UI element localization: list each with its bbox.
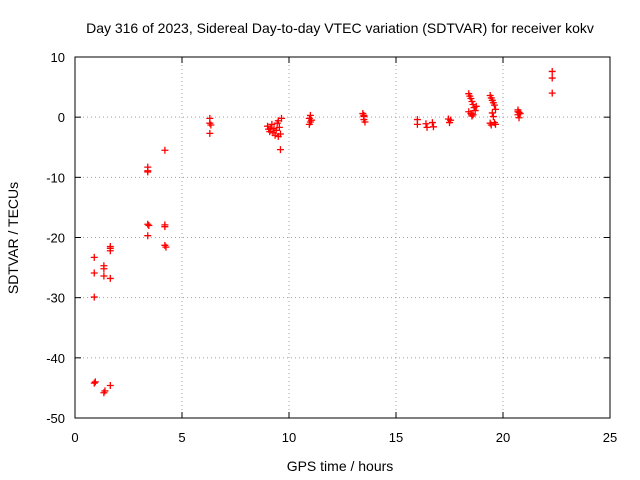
y-tick-label: 0 xyxy=(58,110,65,125)
data-point xyxy=(100,265,108,273)
y-axis-title: SDTVAR / TECUs xyxy=(5,182,21,294)
data-point xyxy=(90,269,98,277)
data-point xyxy=(106,274,114,282)
y-tick-label: -50 xyxy=(46,411,65,426)
data-point xyxy=(274,132,282,140)
data-point xyxy=(91,378,99,386)
data-point xyxy=(206,129,214,137)
data-point xyxy=(278,114,286,122)
x-tick-label: 25 xyxy=(603,430,617,445)
y-tick-label: -20 xyxy=(46,231,65,246)
data-point xyxy=(428,119,436,127)
data-point xyxy=(106,244,114,252)
x-tick-label: 0 xyxy=(71,430,78,445)
data-point xyxy=(492,120,500,128)
data-point xyxy=(144,232,152,240)
x-tick-label: 5 xyxy=(178,430,185,445)
data-point xyxy=(144,220,152,228)
data-point xyxy=(145,221,153,229)
data-point xyxy=(413,120,421,128)
data-point xyxy=(106,382,114,390)
data-point xyxy=(305,120,313,128)
data-point xyxy=(207,121,215,129)
data-point xyxy=(467,95,475,103)
data-point xyxy=(548,74,556,82)
data-point xyxy=(422,120,430,128)
chart-title: Day 316 of 2023, Sidereal Day-to-day VTE… xyxy=(86,20,594,36)
data-point xyxy=(468,98,476,106)
y-tick-label: 10 xyxy=(51,50,65,65)
data-point xyxy=(100,272,108,280)
data-point xyxy=(360,111,368,119)
data-point xyxy=(307,116,315,124)
data-point xyxy=(468,112,476,120)
x-axis-title: GPS time / hours xyxy=(287,458,394,474)
data-point xyxy=(101,387,109,395)
data-point xyxy=(276,146,284,154)
data-point xyxy=(266,128,274,136)
data-point xyxy=(490,101,498,109)
data-point xyxy=(90,293,98,301)
data-point xyxy=(361,118,369,126)
data-point xyxy=(472,102,480,110)
data-point xyxy=(429,123,437,131)
x-tick-label: 10 xyxy=(282,430,296,445)
x-tick-label: 15 xyxy=(389,430,403,445)
data-point xyxy=(90,379,98,387)
data-point xyxy=(272,126,280,134)
x-tick-label: 20 xyxy=(496,430,510,445)
data-point xyxy=(492,105,500,113)
data-point xyxy=(275,123,283,131)
data-points xyxy=(90,67,556,397)
data-point xyxy=(471,107,479,115)
y-tick-label: -30 xyxy=(46,291,65,306)
data-point xyxy=(268,120,276,128)
data-point xyxy=(162,243,170,251)
grid-lines xyxy=(75,57,610,418)
y-tick-label: -10 xyxy=(46,170,65,185)
data-point xyxy=(465,108,473,116)
data-point xyxy=(161,146,169,154)
axis-ticks: 0 5 10 15 20 25 -50 -40 -30 -20 -10 0 10 xyxy=(46,50,617,445)
data-point xyxy=(306,111,314,119)
data-point xyxy=(469,111,477,119)
data-point xyxy=(548,67,556,75)
data-point xyxy=(144,168,152,176)
data-point xyxy=(548,89,556,97)
data-point xyxy=(515,114,523,122)
data-point xyxy=(488,109,496,117)
data-point xyxy=(161,223,169,231)
data-point xyxy=(514,108,522,116)
data-point xyxy=(271,131,279,139)
data-point xyxy=(90,253,98,261)
data-point xyxy=(489,113,497,121)
y-tick-label: -40 xyxy=(46,351,65,366)
data-point xyxy=(423,123,431,131)
data-point xyxy=(447,116,455,124)
